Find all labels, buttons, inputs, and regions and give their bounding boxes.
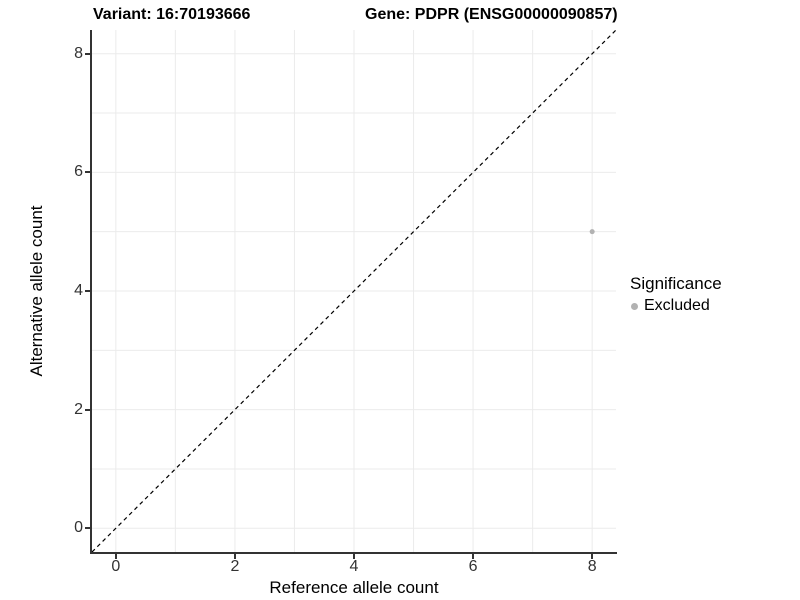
y-tick-label: 6 [74, 163, 83, 181]
x-tick-label: 6 [468, 558, 478, 575]
y-tick-label: 4 [74, 282, 83, 299]
x-tick-label: 0 [111, 558, 121, 575]
y-tick-mark [85, 171, 90, 174]
x-tick-mark [114, 554, 117, 559]
y-tick-mark [85, 52, 90, 55]
legend: Significance Excluded [628, 274, 722, 315]
variant-title: Variant: 16:70193666 [93, 6, 251, 23]
gene-title: Gene: PDPR (ENSG00000090857) [365, 6, 618, 23]
y-tick-label: 0 [74, 519, 83, 537]
x-tick-label: 8 [587, 558, 597, 575]
y-tick-mark [85, 290, 90, 292]
plot-canvas [92, 30, 616, 552]
x-axis-title: Reference allele count [269, 578, 439, 597]
x-tick-mark [591, 554, 594, 559]
identity-line [92, 30, 616, 552]
legend-item-label: Excluded [644, 297, 710, 314]
x-axis-line [90, 552, 617, 554]
x-tick-label: 2 [230, 558, 240, 575]
plot-panel [92, 30, 616, 552]
x-tick-mark [353, 554, 355, 559]
y-axis-line [90, 30, 92, 554]
legend-item: Excluded [628, 297, 722, 315]
x-tick-mark [472, 554, 475, 559]
legend-point-icon [631, 302, 638, 310]
y-tick-mark [85, 408, 90, 411]
y-tick-label: 2 [74, 400, 83, 418]
x-tick-mark [233, 554, 236, 559]
data-point [589, 229, 595, 235]
x-tick-label: 4 [349, 558, 359, 575]
y-tick-label: 8 [74, 44, 83, 62]
y-axis-title: Alternative allele count [27, 205, 46, 377]
y-tick-mark [85, 527, 90, 530]
legend-title: Significance [630, 274, 722, 293]
